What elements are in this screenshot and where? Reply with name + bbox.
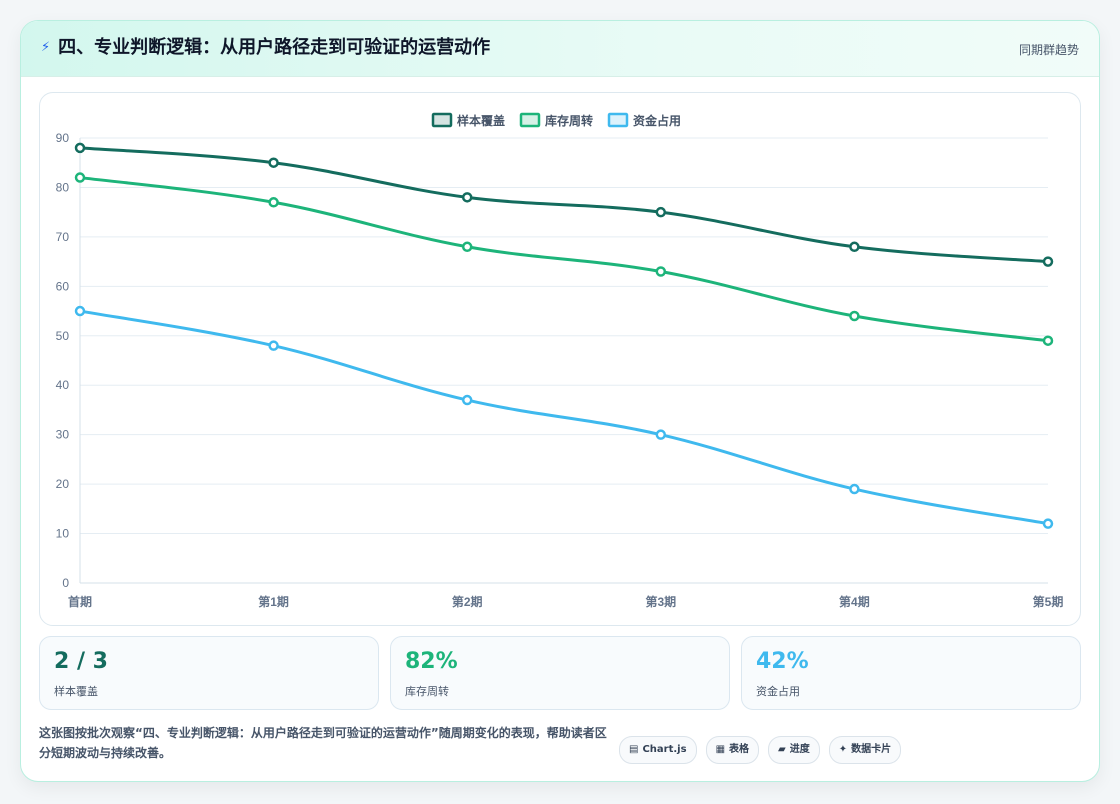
legend-swatch	[519, 112, 541, 128]
data-point	[74, 305, 86, 317]
data-point	[1042, 335, 1054, 346]
data-point	[461, 192, 473, 203]
x-tick-label: 第4期	[839, 594, 870, 609]
card-header: ⚡ 四、专业判断逻辑：从用户路径走到可验证的运营动作 同期群趋势	[21, 21, 1099, 77]
progress-icon: ▰	[778, 744, 786, 755]
stat-card-capital: 42% 资金占用	[741, 636, 1081, 710]
y-tick-label: 20	[56, 477, 70, 491]
tag-label: Chart.js	[642, 744, 687, 755]
x-tick-label: 首期	[68, 594, 92, 609]
data-point	[849, 483, 860, 495]
data-point	[655, 266, 667, 277]
stat-label: 样本覆盖	[54, 685, 98, 698]
data-point	[655, 429, 667, 440]
report-card: ⚡ 四、专业判断逻辑：从用户路径走到可验证的运营动作 同期群趋势 0 10 20 30…	[20, 20, 1100, 782]
page-title: 四、专业判断逻辑：从用户路径走到可验证的运营动作	[58, 37, 491, 58]
legend-swatch	[431, 112, 453, 128]
y-tick-label: 30	[56, 428, 70, 442]
line-chart: 0 10 20 30 40 50 60 70 80 90 首期 第1期 第2期 第3期 第4期 第5期 样本覆盖…	[56, 112, 1064, 609]
tag-label: 表格	[729, 744, 750, 755]
stat-card-turnover: 82% 库存周转	[390, 636, 730, 710]
title-wrap: ⚡ 四、专业判断逻辑：从用户路径走到可验证的运营动作	[41, 37, 490, 59]
table-icon: ▦	[715, 744, 726, 755]
tag-list: ▤ Chart.js ▦ 表格 ▰ 进度 ✦ 数据卡片	[619, 736, 910, 764]
stat-card-coverage: 2 / 3 样本覆盖	[39, 636, 379, 710]
data-point	[268, 340, 279, 351]
stat-label: 资金占用	[756, 685, 800, 698]
y-tick-label: 80	[56, 180, 70, 194]
y-tick-label: 50	[56, 329, 70, 343]
data-point	[849, 241, 860, 253]
legend-label: 库存周转	[545, 113, 593, 128]
stat-value: 42%	[756, 649, 809, 674]
data-point	[74, 142, 86, 154]
tag-label: 数据卡片	[851, 744, 892, 755]
header-subtitle: 同期群趋势	[1018, 43, 1079, 57]
tag-table[interactable]: ▦ 表格	[705, 736, 760, 764]
x-tick-label: 第5期	[1033, 594, 1064, 609]
data-point	[655, 206, 667, 218]
sparkle-icon: ✦	[838, 744, 848, 755]
data-point	[461, 394, 473, 406]
data-point	[1042, 518, 1054, 529]
y-tick-label: 40	[56, 378, 70, 392]
lightning-icon: ⚡	[41, 40, 51, 55]
chart-description: 这张图按批次观察“四、专业判断逻辑：从用户路径走到可验证的运营动作”随周期变化的…	[39, 726, 607, 760]
tag-data-card[interactable]: ✦ 数据卡片	[828, 736, 902, 764]
data-point	[461, 241, 473, 253]
stat-value: 82%	[405, 649, 458, 674]
x-tick-label: 第3期	[645, 594, 676, 609]
legend-label: 资金占用	[633, 113, 681, 128]
chart-panel: 0 10 20 30 40 50 60 70 80 90 首期 第1期 第2期 第3期 第4期 第5期 样本覆盖…	[39, 92, 1081, 626]
chart-icon: ▤	[629, 744, 639, 755]
series-line	[78, 176, 1050, 343]
data-point	[74, 172, 86, 183]
y-tick-label: 90	[56, 131, 70, 145]
data-point	[1042, 256, 1054, 267]
y-tick-label: 0	[62, 576, 69, 590]
y-tick-label: 60	[56, 279, 70, 293]
data-point	[268, 197, 279, 208]
legend-label: 样本覆盖	[457, 113, 505, 128]
series-line	[78, 309, 1050, 526]
data-point	[268, 157, 279, 168]
y-tick-label: 10	[56, 527, 70, 541]
stat-value: 2 / 3	[54, 649, 108, 674]
series-line	[78, 146, 1050, 264]
y-tick-label: 70	[56, 230, 70, 244]
tag-progress[interactable]: ▰ 进度	[768, 736, 820, 764]
legend-swatch	[607, 112, 629, 128]
data-point	[849, 310, 860, 322]
tag-label: 进度	[789, 744, 810, 755]
stat-label: 库存周转	[405, 685, 449, 698]
tag-chartjs[interactable]: ▤ Chart.js	[619, 736, 697, 764]
x-tick-label: 第2期	[452, 594, 483, 609]
x-tick-label: 第1期	[258, 594, 289, 609]
